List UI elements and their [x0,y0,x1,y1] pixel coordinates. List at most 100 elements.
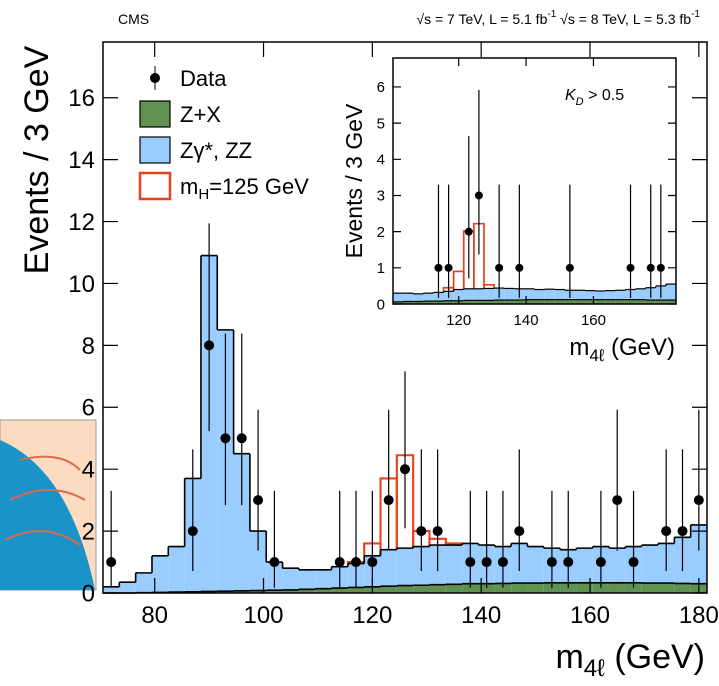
data-point [628,557,639,568]
data-point [351,557,362,568]
x-tick-label: 160 [581,312,606,329]
hist-bin [282,568,299,590]
data-point [595,557,606,568]
data-point [563,557,574,568]
hist-bin [315,569,332,589]
data-point [106,557,117,568]
hist-bin [605,299,616,304]
hist-bin [423,293,434,302]
hist-bin [595,299,606,304]
legend: Data Z+X Zγ*, ZZ mH=125 GeV [138,66,309,203]
y-tick-label: 6 [82,395,95,422]
hist-bin [473,300,484,304]
hist-bin [543,582,561,593]
hist-bin [534,289,545,300]
hist-bin [347,587,365,593]
hist-bin [635,299,646,304]
hist-bin [564,299,575,304]
data-point [464,227,473,236]
hist-bin [380,586,397,593]
hist-bin [615,299,626,304]
hist-bin [605,290,616,300]
hist-bin [592,582,610,593]
data-point [334,557,345,568]
hist-bin [609,548,626,583]
decor-lines [4,455,86,546]
hist-bin [483,300,495,304]
data-point [432,526,443,537]
y-tick-label: 16 [68,85,95,112]
legend-marker [150,73,160,83]
hist-bin [463,300,474,304]
y-tick-label: 2 [82,518,95,545]
plot-background [393,58,676,304]
hist-bin [217,591,234,593]
data-point [269,557,280,568]
hist-bin [585,299,596,304]
hist-bin [524,299,535,304]
hist-bin [403,293,414,302]
hist-bin [233,590,250,593]
data-point [497,557,508,568]
hist-bin [298,569,316,590]
inset-plot: 0 1 2 3 4 5 6 120 140 160 [377,57,677,329]
data-point [400,464,410,475]
decor [0,419,97,591]
hist-bin [511,583,528,593]
hist-bin [483,288,495,301]
hist-bin [331,588,348,593]
signal-bin [483,283,495,289]
hist-bin [463,288,474,301]
data-point [444,263,453,272]
y-tick-label: 14 [68,147,95,174]
data-point [236,433,247,444]
data-point [416,526,427,537]
y-tick-label: 5 [377,115,385,132]
legend-label: mH=125 GeV [180,174,309,203]
hist-bin [445,584,463,593]
hist-bin [249,531,267,591]
x-tick-label: 80 [141,602,168,629]
hist-bin [393,301,404,304]
data-point [626,263,635,272]
y-tick-label: 12 [68,209,95,236]
hist-bin [655,300,666,304]
hist-bin [413,293,424,302]
hist-bin [266,590,283,593]
y-tick-label: 6 [377,79,385,96]
plot-frame [392,57,677,305]
hist-bin [544,289,555,300]
legend-label: Data [180,66,227,91]
legend-label-part: m [180,174,198,199]
hist-bin [445,545,463,585]
legend-swatch [139,100,171,128]
data-point [656,263,665,272]
hist-bin [443,300,454,304]
hist-bin [504,288,515,301]
hist-bin [168,546,185,593]
hist-bin [473,288,484,301]
legend-label-part: H [198,186,209,203]
hist-bin [298,589,316,593]
data-point [677,526,688,537]
hist-bin [249,590,267,593]
hist-bin [574,290,586,300]
y-tick-label: 4 [377,152,385,169]
y-tick-label: 0 [82,580,95,607]
inset-y-axis-label: Events / 3 GeV [341,103,367,258]
data-point [612,495,623,506]
x-axis-label: m4ℓ (GeV) [555,638,705,682]
hist-bin [674,583,691,593]
hist-bin [635,288,646,300]
data-point [383,495,394,506]
y-tick-label: 1 [377,260,385,277]
hist-bin [524,288,535,300]
hist-bin [119,582,136,593]
data-point [220,433,231,444]
energy-label: √s = 7 TeV, L = 5.1 fb-1 √s = 8 TeV, L =… [416,9,700,27]
x-tick-label: 180 [679,602,719,629]
hist-bin [393,293,404,302]
data-point [367,557,378,568]
